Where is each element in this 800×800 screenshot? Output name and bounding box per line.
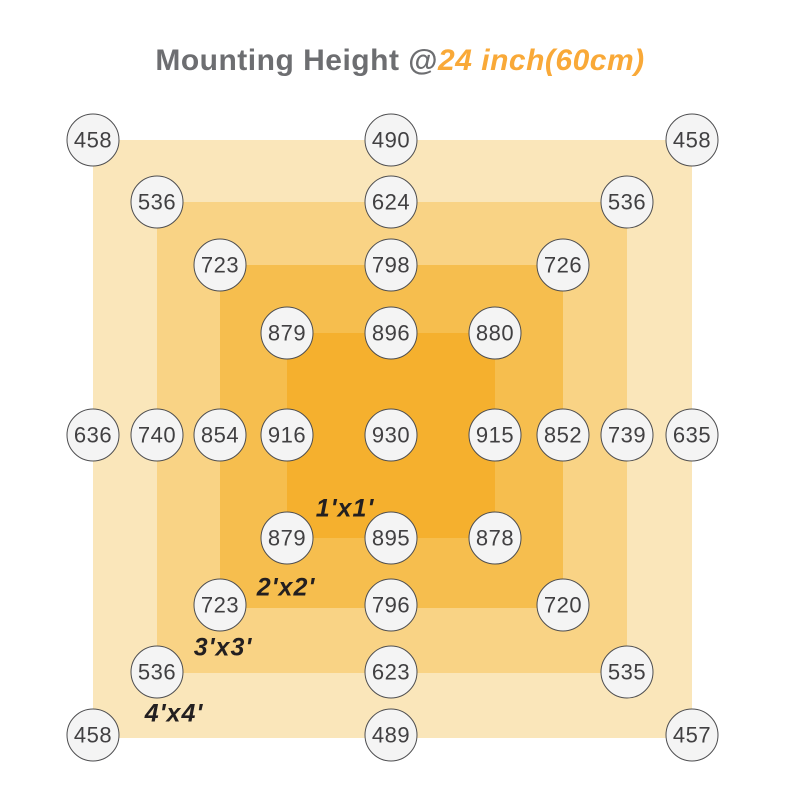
ppfd-value-circle: 879 [260, 306, 314, 360]
ppfd-value-circle: 896 [364, 306, 418, 360]
title-prefix: Mounting Height @ [155, 44, 439, 77]
ppfd-value-circle: 623 [364, 645, 418, 699]
ppfd-value-circle: 895 [364, 511, 418, 565]
ppfd-value-circle: 798 [364, 238, 418, 292]
ppfd-value-circle: 878 [468, 511, 522, 565]
ppfd-value-circle: 854 [193, 408, 247, 462]
ppfd-value-circle: 489 [364, 708, 418, 762]
area-3x3-label: 3'x3' [193, 633, 253, 662]
ppfd-value-circle: 536 [130, 645, 184, 699]
ppfd-value-circle: 916 [260, 408, 314, 462]
area-4x4-label: 4'x4' [144, 699, 204, 728]
ppfd-value-circle: 535 [600, 645, 654, 699]
ppfd-value-circle: 720 [536, 578, 590, 632]
ppfd-value-circle: 536 [130, 175, 184, 229]
page-title: Mounting Height @24 inch(60cm) [0, 44, 800, 78]
title-highlight: 24 inch(60cm) [438, 44, 645, 77]
ppfd-value-circle: 457 [665, 708, 719, 762]
ppfd-value-circle: 536 [600, 175, 654, 229]
ppfd-value-circle: 796 [364, 578, 418, 632]
ppfd-value-circle: 458 [66, 113, 120, 167]
ppfd-value-circle: 739 [600, 408, 654, 462]
ppfd-value-circle: 880 [468, 306, 522, 360]
ppfd-value-circle: 624 [364, 175, 418, 229]
ppfd-value-circle: 723 [193, 578, 247, 632]
ppfd-value-circle: 635 [665, 408, 719, 462]
ppfd-value-circle: 723 [193, 238, 247, 292]
area-1x1-label: 1'x1' [315, 494, 375, 523]
area-2x2-label: 2'x2' [256, 573, 316, 602]
ppfd-value-circle: 740 [130, 408, 184, 462]
ppfd-value-circle: 636 [66, 408, 120, 462]
ppfd-value-circle: 879 [260, 511, 314, 565]
ppfd-value-circle: 915 [468, 408, 522, 462]
ppfd-value-circle: 490 [364, 113, 418, 167]
ppfd-value-circle: 852 [536, 408, 590, 462]
ppfd-value-circle: 930 [364, 408, 418, 462]
ppfd-value-circle: 458 [665, 113, 719, 167]
ppfd-value-circle: 458 [66, 708, 120, 762]
ppfd-value-circle: 726 [536, 238, 590, 292]
